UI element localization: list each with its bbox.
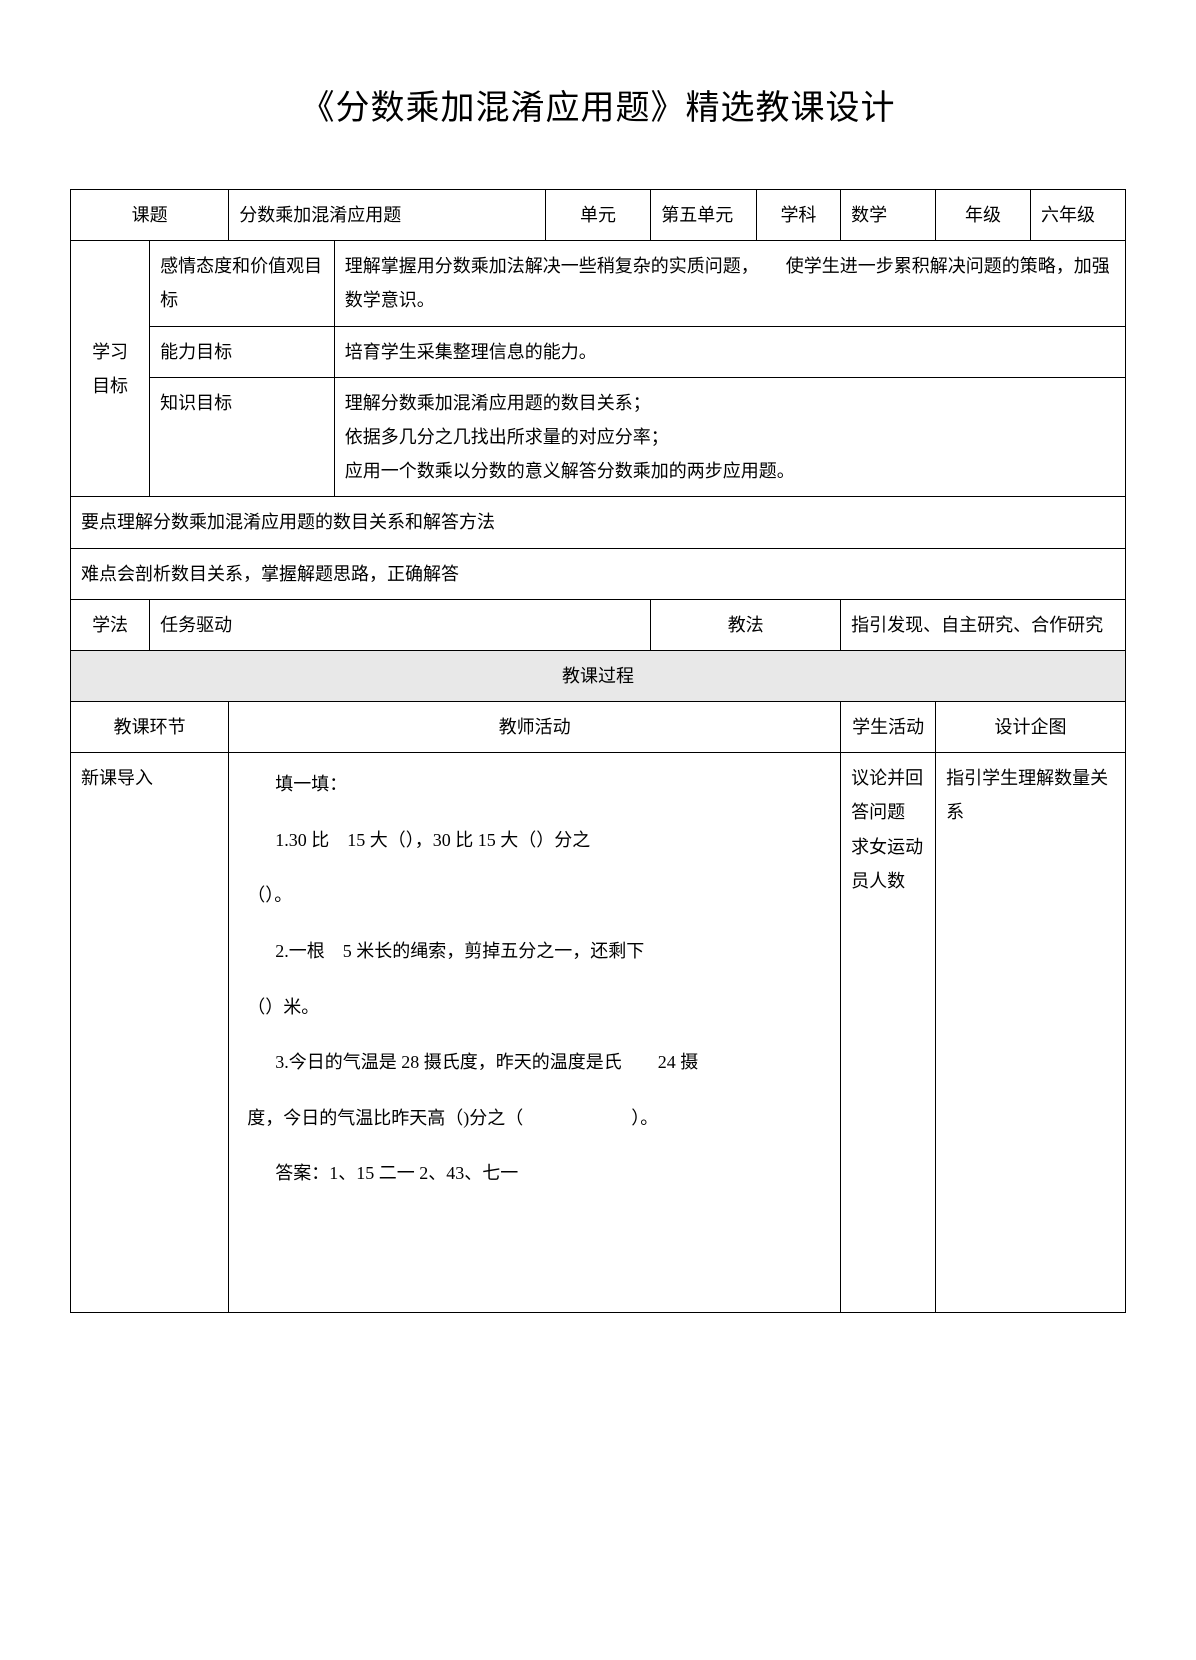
cell-intro-stage: 新课导入 [71, 753, 229, 1313]
cell-unit-value: 第五单元 [651, 190, 757, 241]
cell-subject-value: 数学 [841, 190, 936, 241]
teacher-line: （）。 [247, 876, 822, 916]
table-row: 知识目标 理解分数乘加混淆应用题的数目关系； 依据多几分之几找出所求量的对应分率… [71, 377, 1126, 497]
cell-col-teacher: 教师活动 [229, 702, 841, 753]
cell-learning-label: 学习 目标 [71, 241, 150, 497]
teacher-line: 2.一根 5 米长的绳索，剪掉五分之一，还剩下 [247, 932, 822, 972]
cell-intro-teacher: 填一填： 1.30 比 15 大（），30 比 15 大（）分之 （）。 2.一… [229, 753, 841, 1313]
cell-col-intent: 设计企图 [936, 702, 1126, 753]
cell-topic-value: 分数乘加混淆应用题 [229, 190, 546, 241]
cell-ability-label: 能力目标 [150, 326, 335, 377]
teacher-line: 填一填： [247, 765, 822, 805]
teacher-line: 3.今日的气温是 28 摄氏度，昨天的温度是氏 24 摄 [247, 1043, 822, 1083]
cell-knowledge-value: 理解分数乘加混淆应用题的数目关系； 依据多几分之几找出所求量的对应分率； 应用一… [334, 377, 1125, 497]
cell-learnmethod-value: 任务驱动 [150, 599, 651, 650]
teacher-line: 度，今日的气温比昨天高（)分之（ ）。 [247, 1099, 822, 1139]
cell-grade-label: 年级 [936, 190, 1031, 241]
cell-attitude-value: 理解掌握用分数乘加法解决一些稍复杂的实质问题， 使学生进一步累积解决问题的策略，… [334, 241, 1125, 326]
table-row: 教课环节 教师活动 学生活动 设计企图 [71, 702, 1126, 753]
cell-intro-intent: 指引学生理解数量关系 [936, 753, 1126, 1313]
cell-topic-label: 课题 [71, 190, 229, 241]
teacher-line: （）米。 [247, 988, 822, 1028]
cell-process-header: 教课过程 [71, 650, 1126, 701]
teacher-line: 答案：1、15 二一 2、43、七一 [247, 1154, 822, 1194]
cell-difficulty: 难点会剖析数目关系，掌握解题思路，正确解答 [71, 548, 1126, 599]
cell-ability-value: 培育学生采集整理信息的能力。 [334, 326, 1125, 377]
cell-grade-value: 六年级 [1031, 190, 1126, 241]
table-row: 新课导入 填一填： 1.30 比 15 大（），30 比 15 大（）分之 （）… [71, 753, 1126, 1313]
table-row: 难点会剖析数目关系，掌握解题思路，正确解答 [71, 548, 1126, 599]
cell-knowledge-label: 知识目标 [150, 377, 335, 497]
table-row: 要点理解分数乘加混淆应用题的数目关系和解答方法 [71, 497, 1126, 548]
document-page: 《分数乘加混淆应用题》精选教课设计 课题 分数乘加混淆应用题 单元 第五单元 学… [0, 0, 1196, 1373]
cell-col-stage: 教课环节 [71, 702, 229, 753]
table-row: 学习 目标 感情态度和价值观目标 理解掌握用分数乘加法解决一些稍复杂的实质问题，… [71, 241, 1126, 326]
lesson-plan-table: 课题 分数乘加混淆应用题 单元 第五单元 学科 数学 年级 六年级 学习 目标 … [70, 189, 1126, 1313]
teacher-activity-content: 填一填： 1.30 比 15 大（），30 比 15 大（）分之 （）。 2.一… [239, 761, 830, 1214]
table-row: 课题 分数乘加混淆应用题 单元 第五单元 学科 数学 年级 六年级 [71, 190, 1126, 241]
cell-learnmethod-label: 学法 [71, 599, 150, 650]
cell-keypoint: 要点理解分数乘加混淆应用题的数目关系和解答方法 [71, 497, 1126, 548]
cell-intro-student: 议论并回答问题 求女运动员人数 [841, 753, 936, 1313]
table-row: 学法 任务驱动 教法 指引发现、自主研究、合作研究 [71, 599, 1126, 650]
page-title: 《分数乘加混淆应用题》精选教课设计 [70, 80, 1126, 129]
cell-col-student: 学生活动 [841, 702, 936, 753]
teacher-line: 1.30 比 15 大（），30 比 15 大（）分之 [247, 821, 822, 861]
table-row: 能力目标 培育学生采集整理信息的能力。 [71, 326, 1126, 377]
cell-subject-label: 学科 [756, 190, 840, 241]
cell-teachmethod-label: 教法 [651, 599, 841, 650]
table-row: 教课过程 [71, 650, 1126, 701]
cell-unit-label: 单元 [545, 190, 651, 241]
cell-attitude-label: 感情态度和价值观目标 [150, 241, 335, 326]
cell-teachmethod-value: 指引发现、自主研究、合作研究 [841, 599, 1126, 650]
